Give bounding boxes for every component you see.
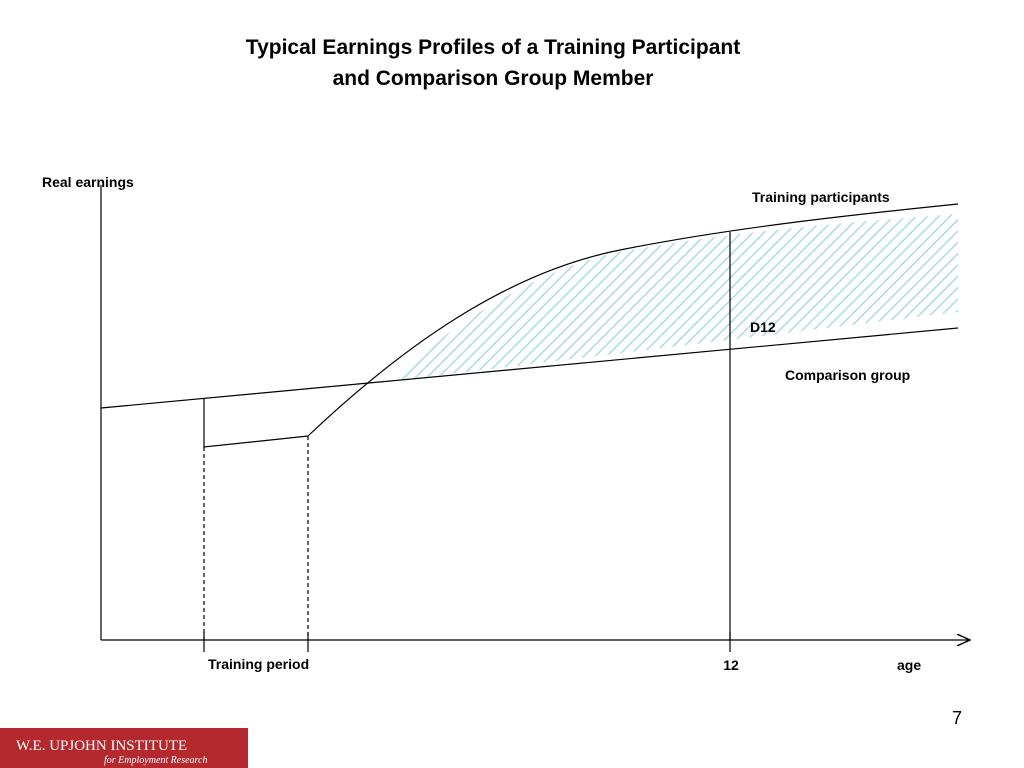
comparison-line: [100, 327, 959, 409]
title: Typical Earnings Profiles of a Training …: [246, 36, 740, 59]
page-number: 7: [952, 708, 962, 728]
x-axis-label: age: [897, 657, 921, 673]
title: and Comparison Group Member: [333, 67, 654, 90]
logo-main: W.E. UPJOHN INSTITUTE: [16, 738, 187, 754]
logo-box: [0, 728, 248, 768]
training-period-label: Training period: [208, 656, 309, 672]
participants-label: Training participants: [752, 189, 890, 205]
comparison-label: Comparison group: [785, 367, 910, 383]
difference-label: D12: [750, 319, 776, 335]
y-axis-label: Real earnings: [42, 174, 134, 190]
time-label: 12: [723, 657, 739, 673]
logo-sub: for Employment Research: [104, 755, 208, 766]
gain-area: [400, 214, 958, 380]
participant-curve: [203, 203, 959, 448]
